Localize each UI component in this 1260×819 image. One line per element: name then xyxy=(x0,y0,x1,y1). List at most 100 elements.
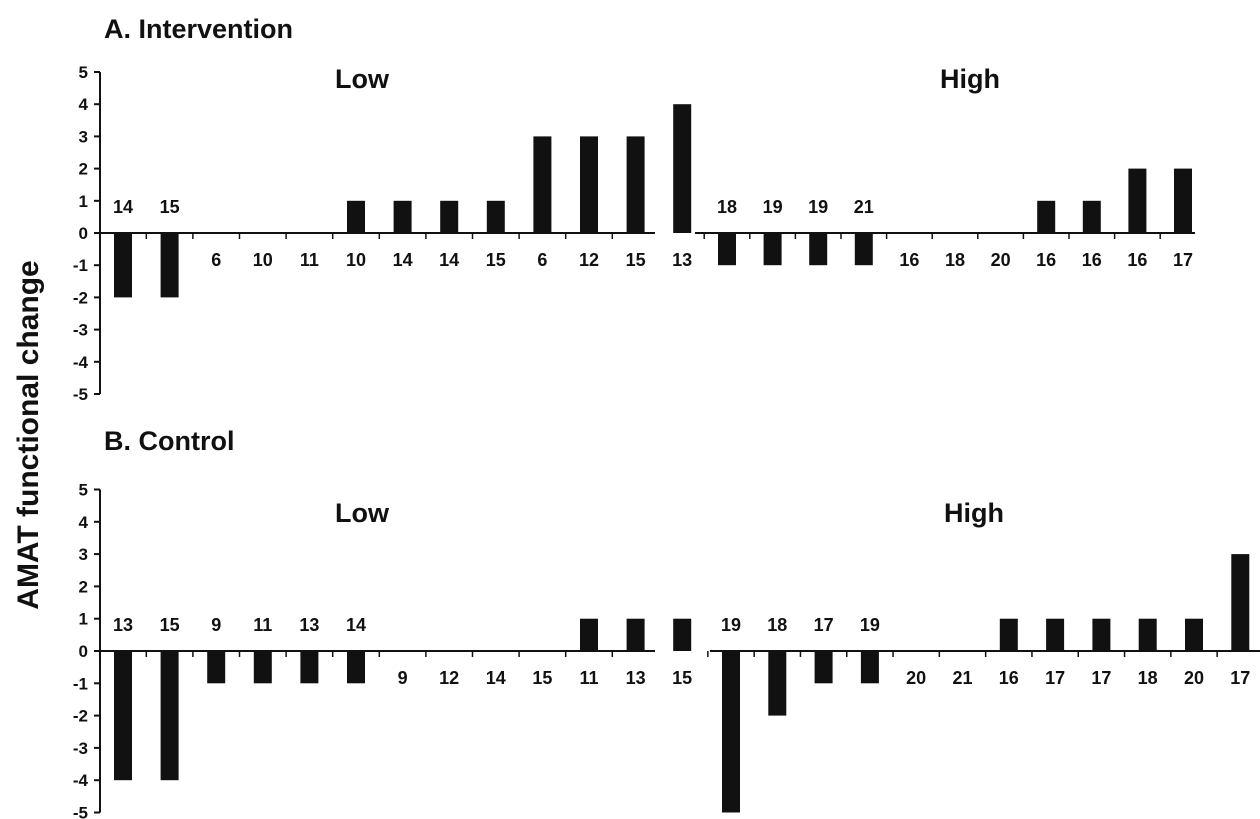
y-tick-label-control-low: 5 xyxy=(79,481,88,500)
bar-intervention-low xyxy=(486,200,505,233)
bar-intervention-high xyxy=(763,233,782,266)
panel-title-control-low: Low xyxy=(335,498,390,528)
bar-label-intervention-high: 16 xyxy=(1127,250,1147,270)
bar-label-control-low: 11 xyxy=(253,615,272,635)
bar-intervention-low xyxy=(440,200,459,233)
bar-intervention-high xyxy=(1082,200,1101,233)
bar-control-low xyxy=(626,618,645,651)
bar-label-control-low: 13 xyxy=(299,615,319,635)
y-axis-label: AMAT functional change xyxy=(12,260,45,609)
bar-label-intervention-high: 21 xyxy=(854,197,874,217)
bar-intervention-high xyxy=(1128,168,1147,233)
bar-intervention-high xyxy=(809,233,828,266)
y-tick-label-control-low: -2 xyxy=(73,707,88,726)
y-tick-label-intervention-low: -3 xyxy=(73,321,88,340)
bar-intervention-low xyxy=(580,136,598,233)
bar-label-intervention-low: 14 xyxy=(439,250,459,270)
bar-label-control-high: 21 xyxy=(952,668,972,688)
y-tick-label-intervention-low: 4 xyxy=(79,95,89,114)
bar-label-intervention-low: 10 xyxy=(253,250,273,270)
bar-control-low xyxy=(347,651,365,684)
bar-label-intervention-high: 19 xyxy=(808,197,828,217)
bar-label-intervention-low: 11 xyxy=(300,250,319,270)
bar-label-intervention-low: 10 xyxy=(346,250,366,270)
bar-label-intervention-high: 20 xyxy=(991,250,1011,270)
bar-label-control-low: 13 xyxy=(626,668,646,688)
y-tick-label-control-low: -3 xyxy=(73,739,88,758)
y-tick-label-control-low: 3 xyxy=(79,545,88,564)
bar-label-intervention-high: 18 xyxy=(717,197,737,217)
bar-label-control-high: 19 xyxy=(721,615,741,635)
bar-label-intervention-low: 14 xyxy=(393,250,413,270)
bar-control-high xyxy=(814,651,833,684)
bar-label-control-high: 20 xyxy=(1184,668,1204,688)
bar-label-intervention-low: 13 xyxy=(672,250,692,270)
bar-label-intervention-low: 15 xyxy=(160,197,180,217)
bar-intervention-high xyxy=(718,233,736,266)
bar-label-control-high: 20 xyxy=(906,668,926,688)
bar-label-control-low: 14 xyxy=(486,668,506,688)
bar-label-control-low: 11 xyxy=(579,668,598,688)
bar-label-intervention-low: 15 xyxy=(486,250,506,270)
bar-label-intervention-low: 12 xyxy=(579,250,599,270)
bar-label-control-low: 12 xyxy=(439,668,459,688)
bar-label-control-low: 15 xyxy=(532,668,552,688)
y-tick-label-control-low: -5 xyxy=(73,804,88,819)
bar-intervention-low xyxy=(347,200,365,233)
y-tick-label-control-low: 1 xyxy=(79,610,88,629)
section-title-control: B. Control xyxy=(104,426,234,456)
bar-control-high xyxy=(722,651,740,813)
y-tick-label-control-low: 2 xyxy=(79,577,88,596)
y-tick-label-control-low: 4 xyxy=(79,513,89,532)
bar-control-low xyxy=(673,618,692,651)
bar-intervention-high xyxy=(1174,168,1192,233)
bar-control-low xyxy=(300,651,319,684)
bar-control-high xyxy=(860,651,879,684)
panel-title-intervention-high: High xyxy=(940,64,1000,94)
bar-control-high xyxy=(1092,618,1111,651)
bar-label-control-low: 13 xyxy=(113,615,133,635)
bar-intervention-high xyxy=(1037,200,1056,233)
y-tick-label-intervention-low: 2 xyxy=(79,160,88,179)
bar-label-intervention-high: 16 xyxy=(1036,250,1056,270)
bar-intervention-low xyxy=(673,104,692,233)
bar-label-control-high: 18 xyxy=(1138,668,1158,688)
y-tick-label-control-low: -1 xyxy=(73,674,88,693)
y-tick-label-intervention-low: 5 xyxy=(79,63,88,82)
panel-title-intervention-low: Low xyxy=(335,64,390,94)
bar-label-intervention-low: 6 xyxy=(537,250,547,270)
bar-label-intervention-high: 16 xyxy=(1082,250,1102,270)
y-tick-label-control-low: -4 xyxy=(73,771,89,790)
bar-label-control-high: 16 xyxy=(999,668,1019,688)
bar-label-control-low: 9 xyxy=(211,615,221,635)
bar-control-low xyxy=(580,618,598,651)
bar-label-control-low: 15 xyxy=(672,668,692,688)
bar-intervention-low xyxy=(626,136,645,233)
bar-control-high xyxy=(1185,618,1203,651)
y-tick-label-intervention-low: -2 xyxy=(73,288,88,307)
bar-label-control-high: 19 xyxy=(860,615,880,635)
bar-intervention-low xyxy=(160,233,179,298)
y-tick-label-intervention-low: -4 xyxy=(73,353,89,372)
bar-control-high xyxy=(1046,618,1065,651)
bar-label-control-low: 15 xyxy=(160,615,180,635)
bar-control-low xyxy=(207,651,226,684)
bar-label-control-high: 17 xyxy=(1045,668,1065,688)
y-tick-label-control-low: 0 xyxy=(79,642,88,661)
bar-control-high xyxy=(1231,554,1250,651)
bar-label-control-high: 17 xyxy=(1091,668,1111,688)
bar-label-intervention-low: 15 xyxy=(626,250,646,270)
bar-label-control-high: 17 xyxy=(814,615,834,635)
bar-label-control-low: 14 xyxy=(346,615,366,635)
bar-intervention-low xyxy=(533,136,552,233)
y-tick-label-intervention-low: 3 xyxy=(79,127,88,146)
bar-label-intervention-high: 17 xyxy=(1173,250,1193,270)
bar-label-intervention-high: 18 xyxy=(945,250,965,270)
bar-label-control-high: 17 xyxy=(1230,668,1250,688)
y-tick-label-intervention-low: -1 xyxy=(73,256,88,275)
bar-label-intervention-low: 14 xyxy=(113,197,133,217)
section-title-intervention: A. Intervention xyxy=(104,14,293,44)
y-tick-label-intervention-low: -5 xyxy=(73,385,88,404)
bar-control-low xyxy=(160,651,179,781)
